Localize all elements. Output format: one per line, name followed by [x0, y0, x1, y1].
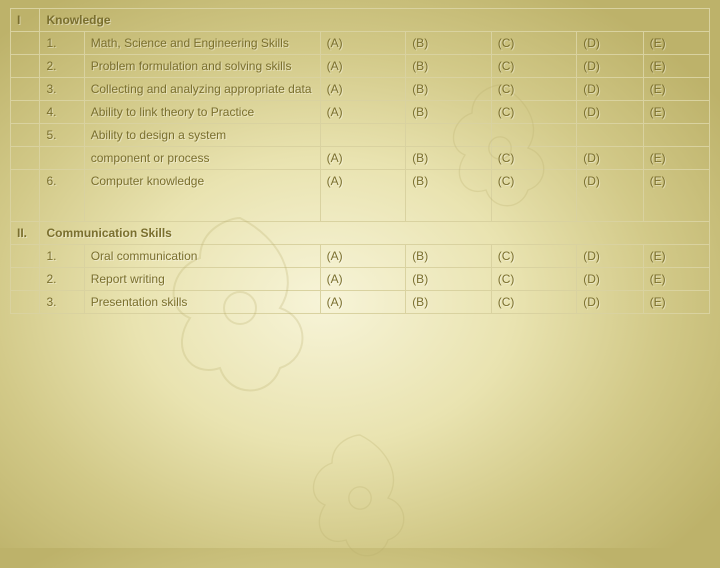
row-description: Ability to link theory to Practice — [84, 101, 320, 124]
row-option — [406, 124, 492, 147]
table-row: 2.Report writing(A)(B)(C)(D)(E) — [11, 268, 710, 291]
row-option: (A) — [320, 78, 406, 101]
section-number: I — [11, 9, 40, 32]
row-index: 2. — [40, 55, 84, 78]
row-index: 4. — [40, 101, 84, 124]
row-index: 1. — [40, 245, 84, 268]
row-option: (B) — [406, 268, 492, 291]
row-option: (D) — [577, 55, 643, 78]
row-option: (C) — [491, 268, 577, 291]
row-option: (E) — [643, 32, 709, 55]
row-option: (B) — [406, 55, 492, 78]
row-index: 3. — [40, 291, 84, 314]
row-index: 1. — [40, 32, 84, 55]
row-section-blank — [11, 124, 40, 147]
row-option: (A) — [320, 170, 406, 222]
table-row: 5.Ability to design a system — [11, 124, 710, 147]
row-option: (B) — [406, 147, 492, 170]
row-section-blank — [11, 55, 40, 78]
row-description: component or process — [84, 147, 320, 170]
row-option: (E) — [643, 101, 709, 124]
row-option: (C) — [491, 245, 577, 268]
row-option: (A) — [320, 245, 406, 268]
section-number: II. — [11, 222, 40, 245]
row-option: (D) — [577, 78, 643, 101]
table-body: IKnowledge1.Math, Science and Engineerin… — [11, 9, 710, 314]
row-option: (A) — [320, 268, 406, 291]
row-section-blank — [11, 245, 40, 268]
section-title: Knowledge — [40, 9, 710, 32]
row-index: 6. — [40, 170, 84, 222]
row-section-blank — [11, 101, 40, 124]
row-option: (D) — [577, 101, 643, 124]
row-description: Math, Science and Engineering Skills — [84, 32, 320, 55]
row-option: (D) — [577, 268, 643, 291]
row-option: (E) — [643, 291, 709, 314]
row-option: (A) — [320, 101, 406, 124]
table-row: 4.Ability to link theory to Practice(A)(… — [11, 101, 710, 124]
row-option: (E) — [643, 170, 709, 222]
row-option: (C) — [491, 101, 577, 124]
row-option: (E) — [643, 245, 709, 268]
row-section-blank — [11, 268, 40, 291]
row-option: (B) — [406, 170, 492, 222]
row-option: (E) — [643, 55, 709, 78]
row-option — [320, 124, 406, 147]
row-option: (C) — [491, 291, 577, 314]
section-header-row: II.Communication Skills — [11, 222, 710, 245]
row-option: (A) — [320, 32, 406, 55]
table-row: 2.Problem formulation and solving skills… — [11, 55, 710, 78]
row-option: (A) — [320, 147, 406, 170]
row-section-blank — [11, 78, 40, 101]
row-option: (B) — [406, 245, 492, 268]
row-description: Presentation skills — [84, 291, 320, 314]
row-option: (C) — [491, 32, 577, 55]
row-description: Collecting and analyzing appropriate dat… — [84, 78, 320, 101]
row-option: (D) — [577, 291, 643, 314]
row-index — [40, 147, 84, 170]
row-description: Ability to design a system — [84, 124, 320, 147]
row-description: Report writing — [84, 268, 320, 291]
table-row: component or process(A)(B)(C)(D)(E) — [11, 147, 710, 170]
row-option: (D) — [577, 147, 643, 170]
row-index: 3. — [40, 78, 84, 101]
row-option: (E) — [643, 268, 709, 291]
row-option: (A) — [320, 291, 406, 314]
row-option: (B) — [406, 101, 492, 124]
row-option: (A) — [320, 55, 406, 78]
row-description: Problem formulation and solving skills — [84, 55, 320, 78]
row-option: (C) — [491, 147, 577, 170]
section-header-row: IKnowledge — [11, 9, 710, 32]
row-option: (B) — [406, 291, 492, 314]
skills-table: IKnowledge1.Math, Science and Engineerin… — [10, 8, 710, 314]
row-option: (B) — [406, 32, 492, 55]
row-description: Computer knowledge — [84, 170, 320, 222]
row-option: (C) — [491, 78, 577, 101]
section-title: Communication Skills — [40, 222, 710, 245]
row-section-blank — [11, 147, 40, 170]
row-option — [643, 124, 709, 147]
row-option: (E) — [643, 78, 709, 101]
row-index: 2. — [40, 268, 84, 291]
row-option: (E) — [643, 147, 709, 170]
row-option: (C) — [491, 55, 577, 78]
row-section-blank — [11, 170, 40, 222]
table-row: 3.Presentation skills(A)(B)(C)(D)(E) — [11, 291, 710, 314]
row-description: Oral communication — [84, 245, 320, 268]
row-section-blank — [11, 32, 40, 55]
row-option: (D) — [577, 170, 643, 222]
table-row: 1.Oral communication(A)(B)(C)(D)(E) — [11, 245, 710, 268]
row-option: (C) — [491, 170, 577, 222]
table-row: 3.Collecting and analyzing appropriate d… — [11, 78, 710, 101]
row-option — [491, 124, 577, 147]
row-index: 5. — [40, 124, 84, 147]
row-option: (D) — [577, 245, 643, 268]
table-row: 6.Computer knowledge(A)(B)(C)(D)(E) — [11, 170, 710, 222]
row-section-blank — [11, 291, 40, 314]
table-row: 1.Math, Science and Engineering Skills(A… — [11, 32, 710, 55]
row-option — [577, 124, 643, 147]
row-option: (B) — [406, 78, 492, 101]
row-option: (D) — [577, 32, 643, 55]
